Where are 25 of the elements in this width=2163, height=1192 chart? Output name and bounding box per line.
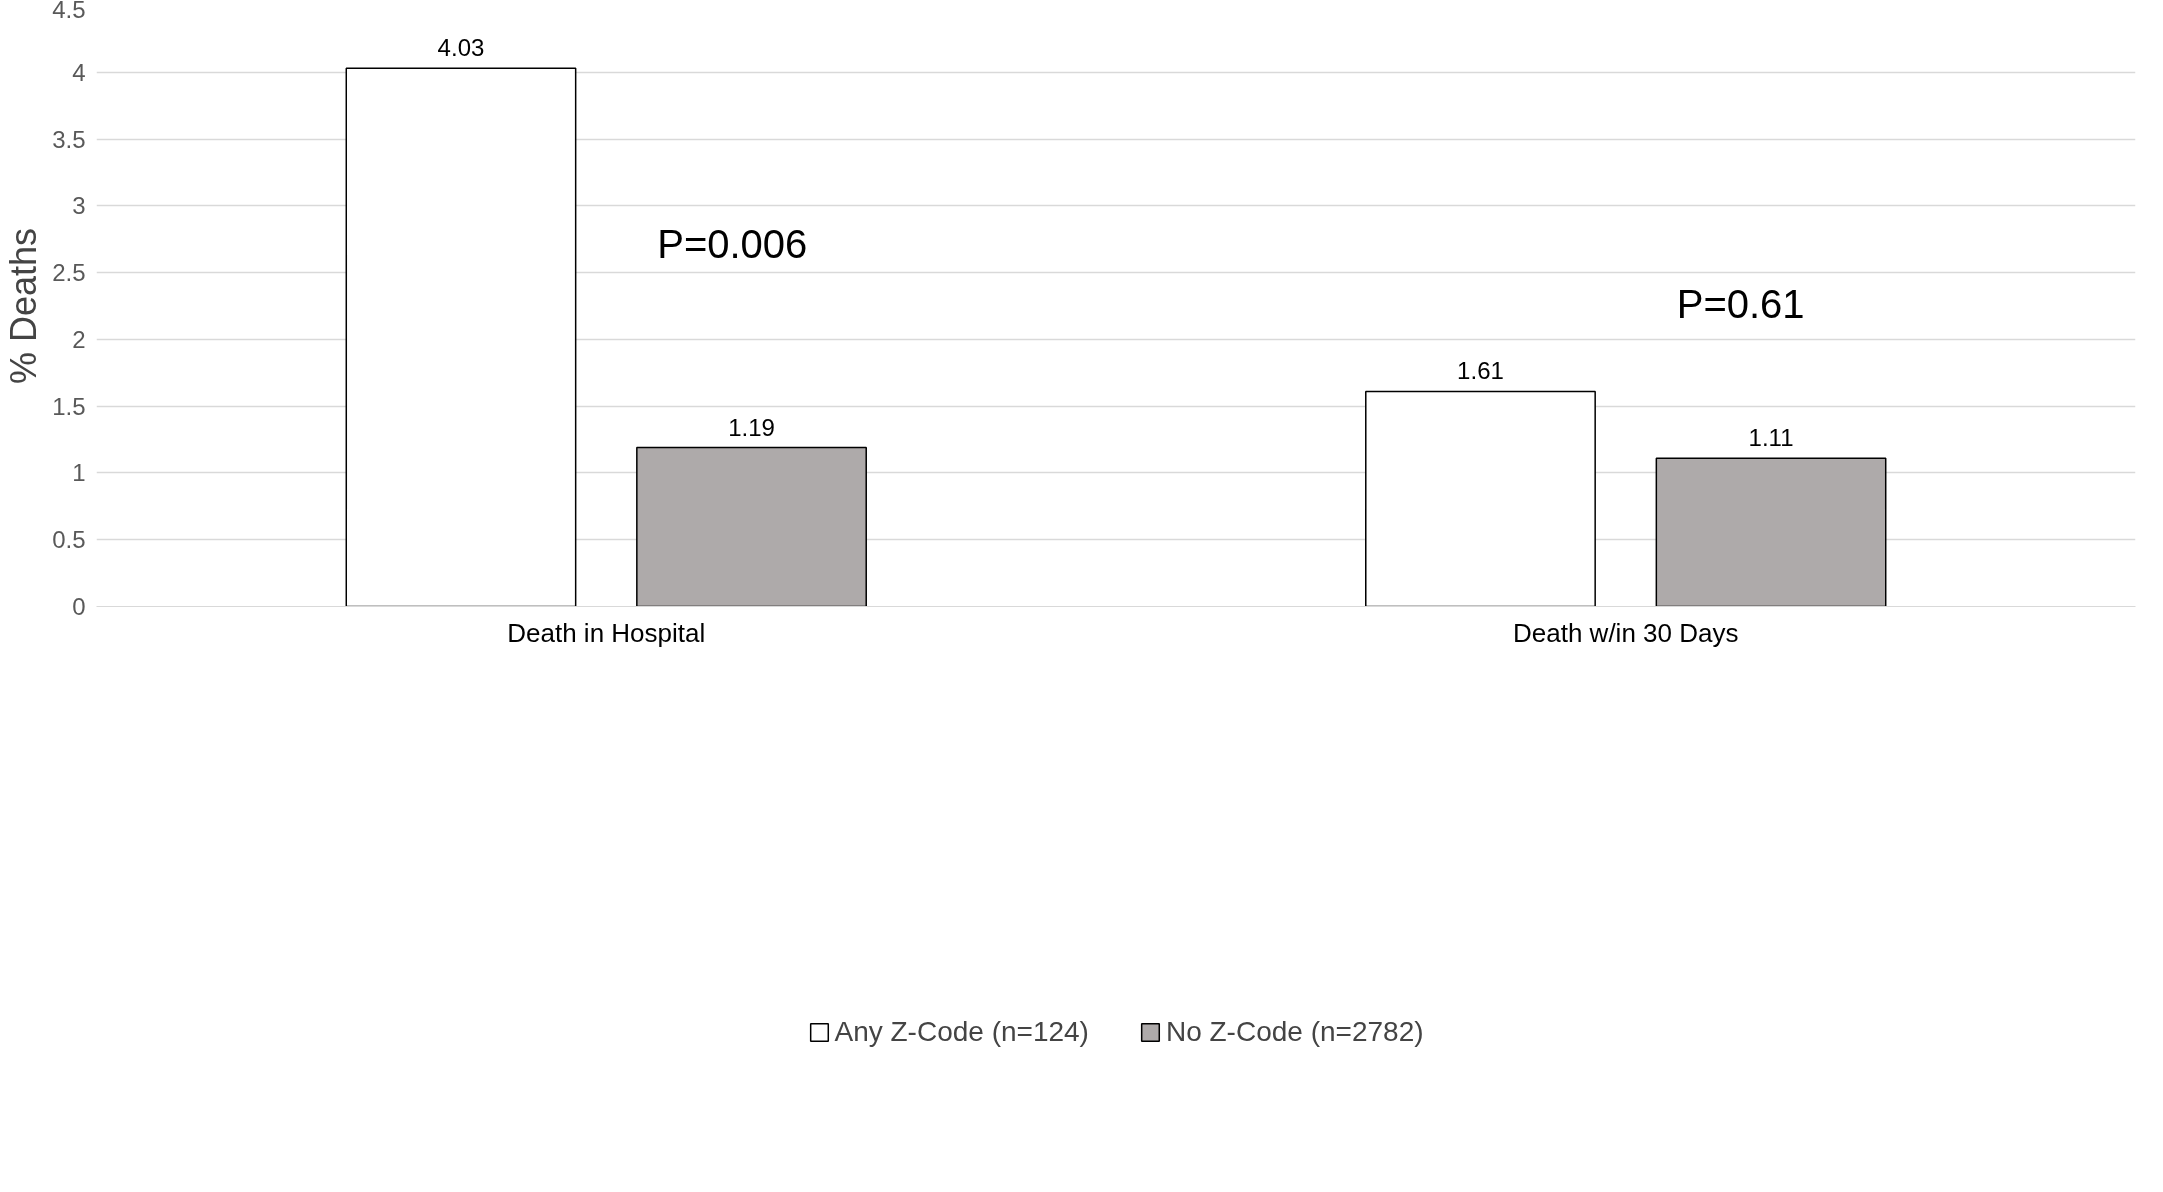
y-tick-label: 2.5: [52, 259, 86, 287]
y-tick-label: 2: [72, 325, 86, 353]
y-tick-label: 0: [72, 593, 86, 620]
bar: [1655, 457, 1887, 607]
y-tick-label: 4: [72, 58, 86, 86]
y-tick-label: 0.5: [52, 526, 86, 554]
data-label: 1.11: [1748, 424, 1794, 452]
legend-label: Any Z-Code (n=124): [834, 1016, 1089, 1048]
y-tick-label: 4.5: [52, 0, 86, 23]
x-tick-label: Death in Hospital: [507, 617, 706, 648]
legend-label: No Z-Code (n=2782): [1165, 1016, 1424, 1048]
bar: [345, 67, 577, 607]
bar: [636, 446, 867, 607]
x-tick-label: Death w/in 30 Days: [1513, 617, 1739, 648]
y-tick-label: 1: [72, 459, 86, 487]
y-axis-title: % Deaths: [3, 227, 45, 385]
y-tick-label: 1.5: [52, 392, 86, 420]
y-tick-label: 3: [72, 192, 86, 220]
annotation: P=0.006: [657, 221, 808, 266]
data-label: 4.03: [437, 34, 485, 62]
y-tick-label: 3.5: [52, 125, 86, 153]
bar: [1365, 390, 1596, 607]
data-label: 1.19: [728, 413, 775, 441]
data-label: 1.61: [1457, 357, 1504, 385]
annotation: P=0.61: [1676, 282, 1805, 327]
